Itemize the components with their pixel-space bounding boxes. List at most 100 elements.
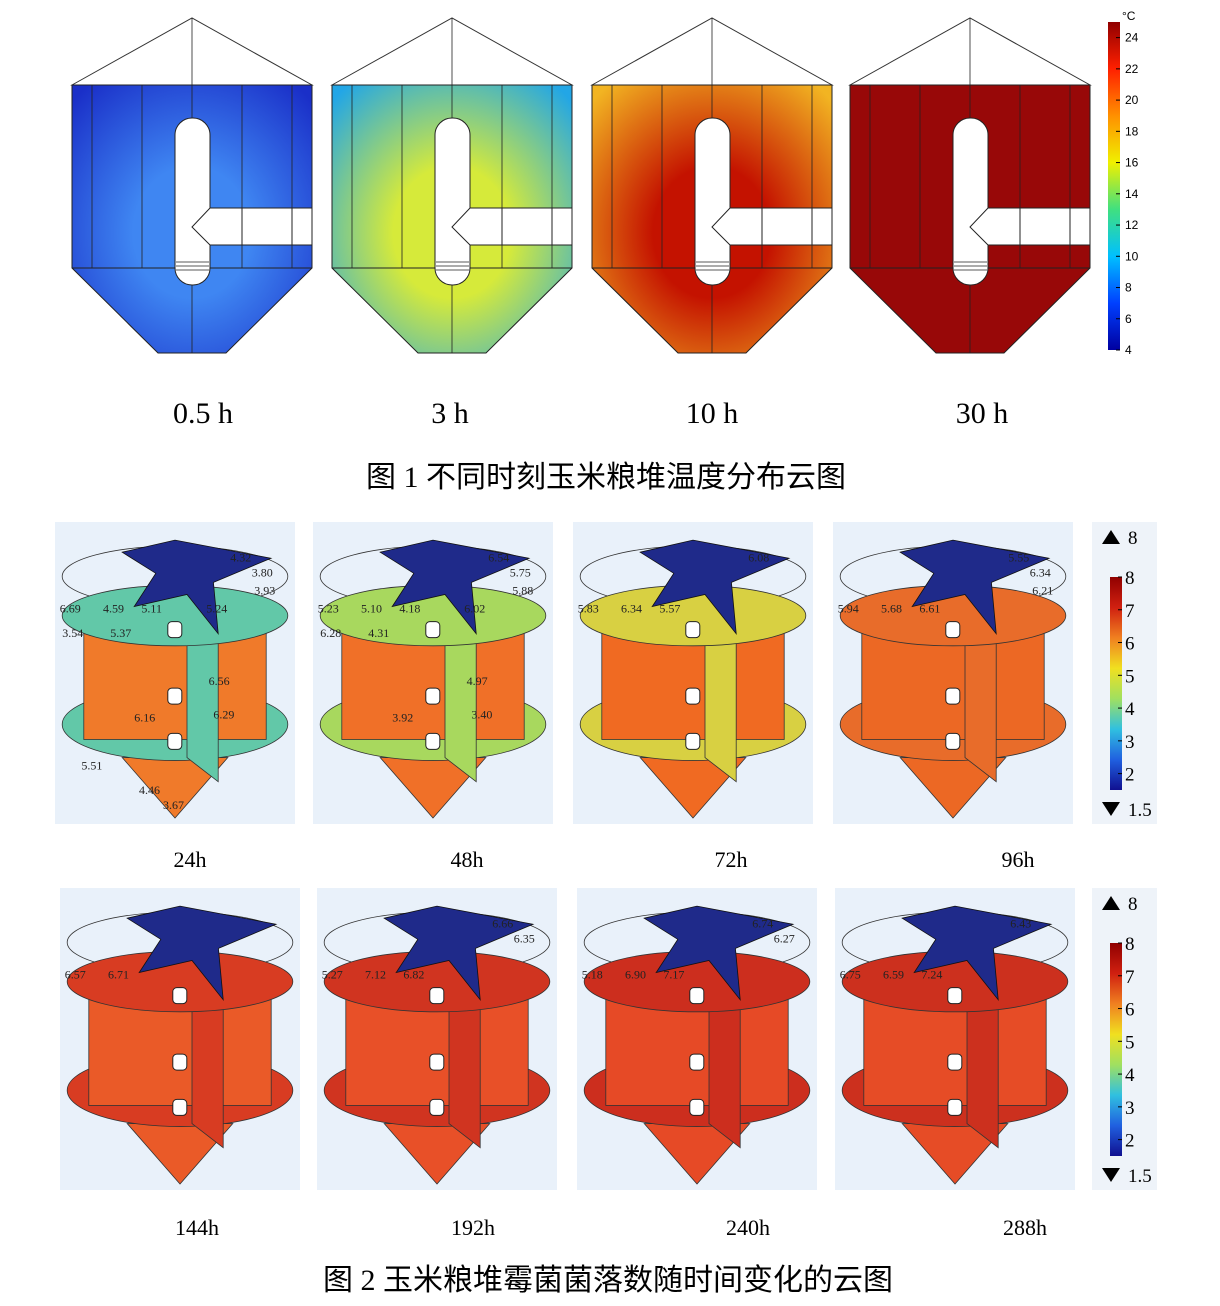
pipe (711, 207, 833, 246)
colorbar-tick-label: 6 (1125, 634, 1135, 655)
contour-label: 6.82 (403, 968, 424, 982)
contour-label: 4.46 (139, 783, 160, 797)
min-marker (1102, 802, 1120, 816)
contour-label: 4.32 (230, 550, 251, 564)
contour-label: 7.24 (921, 968, 942, 982)
contour-label: 5.11 (141, 602, 162, 616)
colorbar-tick-label: 6 (1125, 1000, 1135, 1021)
contour-label: 5.75 (510, 565, 531, 579)
pipe-window (685, 621, 701, 639)
figure2-caption: 图 2 玉米粮堆霉菌菌落数随时间变化的云图 (323, 1264, 893, 1297)
contour-label: 5.57 (659, 602, 680, 616)
pipe-window (425, 621, 441, 639)
silo (330, 17, 574, 354)
colorbar-tick-label: 16 (1125, 156, 1139, 170)
pipe-window (689, 1098, 705, 1116)
contour-label: 6.21 (1032, 583, 1053, 597)
contour-label: 6.69 (60, 602, 81, 616)
colorbar-box (1092, 888, 1157, 1190)
silo-panel: 5.23 5.10 4.18 6.545.75 5.88 6.02 6.28 4.31 4.97… (313, 522, 553, 824)
contour-label: 6.27 (774, 931, 795, 945)
colorbar-unit: °C (1122, 9, 1136, 23)
colorbar-tick-label: 12 (1125, 218, 1139, 232)
time-label: 3 h (431, 397, 469, 430)
contour-label: 6.43 (1010, 916, 1031, 930)
contour-label: 6.28 (320, 626, 341, 640)
time-label: 0.5 h (173, 397, 233, 430)
contour-label: 6.08 (748, 550, 769, 564)
contour-label: 4.31 (368, 626, 389, 640)
contour-label: 6.35 (514, 931, 535, 945)
silo-panel: 5.27 7.12 6.82 6.666.35 (317, 888, 557, 1190)
time-label: 10 h (686, 397, 739, 430)
pipe-window (167, 687, 183, 705)
contour-label: 5.27 (322, 968, 343, 982)
roof (126, 905, 278, 1002)
colorbar-tick-label: 8 (1125, 281, 1132, 295)
silo-panel: 5.18 6.90 7.17 6.746.27 (577, 888, 817, 1190)
colorbar-box (1092, 522, 1157, 824)
silo-panel: 6.57 6.71 (60, 888, 300, 1190)
pipe (451, 207, 573, 246)
contour-label: 5.55 (1008, 550, 1029, 564)
colorbar-tick-label: 8 (1125, 568, 1135, 589)
contour-label: 6.02 (464, 602, 485, 616)
colorbar-tick-label: 5 (1125, 666, 1135, 687)
pipe-window (685, 732, 701, 750)
roof (899, 539, 1051, 636)
roof (643, 905, 795, 1002)
pipe (174, 117, 211, 286)
time-label: 144h (175, 1215, 219, 1240)
colorbar-tick-label: 4 (1125, 1065, 1135, 1086)
pipe-window (425, 732, 441, 750)
colorbar-max: 8 (1128, 894, 1138, 915)
colorbar-tick-label: 7 (1125, 967, 1135, 988)
pipe (952, 117, 989, 286)
colorbar-tick-label: 18 (1125, 124, 1139, 138)
colorbar-tick-label: 6 (1125, 312, 1132, 326)
contour-label: 6.29 (213, 707, 234, 721)
roof (379, 539, 531, 636)
contour-label: 7.12 (365, 968, 386, 982)
pipe-window (429, 987, 445, 1005)
silo (848, 17, 1092, 354)
colorbar-tick-label: 4 (1125, 699, 1135, 720)
pipe-window (689, 987, 705, 1005)
colorbar (1110, 577, 1122, 790)
contour-label: 5.23 (318, 602, 339, 616)
contour-label: 4.59 (103, 602, 124, 616)
contour-label: 3.40 (471, 707, 492, 721)
contour-label: 7.17 (663, 968, 684, 982)
contour-label: 6.75 (840, 968, 861, 982)
contour-label: 5.83 (578, 602, 599, 616)
pipe-window (947, 987, 963, 1005)
colorbar-tick-label: 8 (1125, 934, 1135, 955)
colorbar (1108, 22, 1120, 350)
pipe-window (689, 1053, 705, 1071)
contour-label: 6.61 (919, 602, 940, 616)
figure1-caption: 图 1 不同时刻玉米粮堆温度分布云图 (366, 461, 846, 494)
contour-label: 5.68 (881, 602, 902, 616)
pipe-window (945, 732, 961, 750)
pipe (191, 207, 313, 246)
colorbar-tick-label: 5 (1125, 1032, 1135, 1053)
contour-label: 5.18 (582, 968, 603, 982)
contour-label: 6.57 (65, 968, 86, 982)
contour-label: 5.88 (512, 583, 533, 597)
pipe-window (945, 687, 961, 705)
pipe-window (172, 987, 188, 1005)
contour-label: 5.24 (206, 602, 227, 616)
time-label: 30 h (956, 397, 1009, 430)
contour-label: 4.18 (399, 602, 420, 616)
time-label: 192h (451, 1215, 495, 1240)
colorbar-tick-label: 2 (1125, 765, 1135, 786)
silo-panel: 6.75 6.59 7.24 6.43 (835, 888, 1075, 1190)
roof (901, 905, 1053, 1002)
contour-label: 3.67 (163, 798, 184, 812)
max-marker (1102, 896, 1120, 910)
colorbar-min: 1.5 (1128, 800, 1152, 821)
contour-label: 6.34 (621, 602, 642, 616)
contour-label: 5.10 (361, 602, 382, 616)
contour-label: 6.74 (752, 916, 773, 930)
